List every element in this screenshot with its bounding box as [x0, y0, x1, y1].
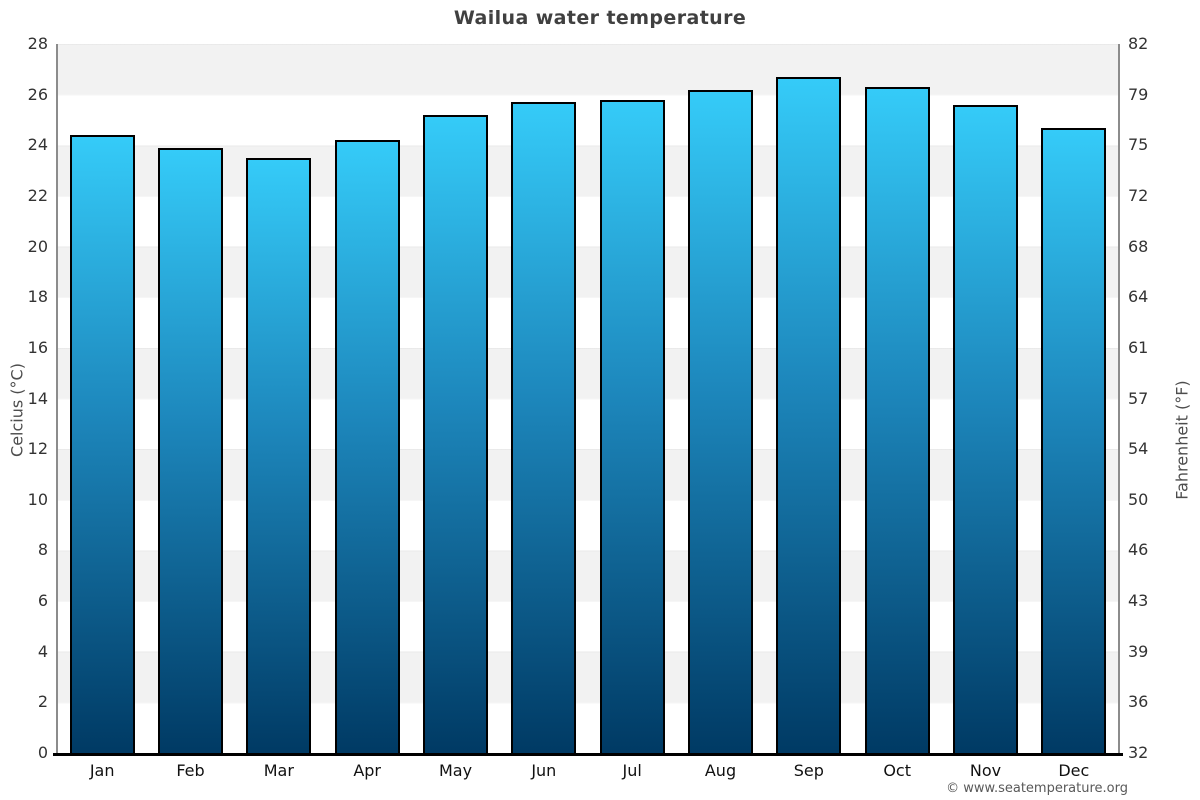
fahrenheit-tick-50: 50 — [1128, 489, 1149, 509]
month-label-jul: Jul — [622, 761, 642, 780]
month-label-mar: Mar — [263, 761, 294, 780]
month-label-apr: Apr — [353, 761, 381, 780]
plot-area — [53, 44, 1123, 756]
fahrenheit-tick-72: 72 — [1128, 185, 1149, 205]
fahrenheit-tick-61: 61 — [1128, 337, 1149, 357]
bar-nov[interactable] — [953, 104, 1018, 753]
celsius-tick-20: 20 — [27, 236, 48, 256]
bar-jun[interactable] — [511, 102, 577, 753]
month-label-sep: Sep — [793, 761, 824, 780]
bar-aug[interactable] — [688, 89, 753, 753]
copyright-notice: © www.seatemperature.org — [946, 781, 1128, 796]
bar-feb[interactable] — [158, 147, 223, 753]
month-axis-labels: Jan Feb Mar Apr May Jun Jul Aug Sep Oct Nov Dec — [58, 761, 1118, 785]
celsius-tick-8: 8 — [37, 540, 48, 560]
celsius-tick-18: 18 — [27, 287, 48, 307]
month-label-nov: Nov — [969, 761, 1002, 780]
bottom-axis-line — [53, 753, 1123, 756]
celsius-tick-6: 6 — [37, 591, 48, 611]
bar-dec[interactable] — [1041, 127, 1107, 753]
fahrenheit-tick-75: 75 — [1128, 135, 1149, 155]
fahrenheit-tick-46: 46 — [1128, 540, 1149, 560]
fahrenheit-tick-39: 39 — [1128, 641, 1149, 661]
fahrenheit-tick-64: 64 — [1128, 287, 1149, 307]
bar-may[interactable] — [423, 114, 488, 753]
fahrenheit-tick-57: 57 — [1128, 388, 1149, 408]
bar-apr[interactable] — [334, 140, 400, 753]
right-axis-spine — [1118, 44, 1120, 753]
month-label-feb: Feb — [176, 761, 205, 780]
celsius-tick-labels: 0 2 4 6 8 10 12 14 16 18 20 22 24 26 28 — [0, 36, 48, 761]
celsius-tick-16: 16 — [27, 337, 48, 357]
celsius-tick-14: 14 — [27, 388, 48, 408]
month-label-may: May — [438, 761, 473, 780]
fahrenheit-tick-36: 36 — [1128, 692, 1149, 712]
chart-title: Wailua water temperature — [453, 7, 747, 29]
fahrenheit-tick-68: 68 — [1128, 236, 1149, 256]
fahrenheit-tick-labels: 32 36 39 43 46 50 54 57 61 64 68 72 75 79 82 — [1128, 36, 1188, 761]
bar-mar[interactable] — [246, 157, 312, 753]
fahrenheit-tick-43: 43 — [1128, 591, 1149, 611]
celsius-tick-12: 12 — [27, 439, 48, 459]
bar-sep[interactable] — [776, 76, 842, 753]
month-label-jan: Jan — [89, 761, 115, 780]
celsius-tick-2: 2 — [37, 692, 48, 712]
month-label-jun: Jun — [531, 761, 557, 780]
fahrenheit-tick-82: 82 — [1128, 34, 1149, 53]
fahrenheit-tick-79: 79 — [1128, 84, 1149, 104]
celsius-tick-28: 28 — [27, 34, 48, 53]
celsius-tick-0: 0 — [37, 743, 48, 762]
celsius-tick-24: 24 — [27, 135, 48, 155]
fahrenheit-tick-54: 54 — [1128, 439, 1149, 459]
left-axis-spine — [56, 44, 58, 753]
celsius-tick-26: 26 — [27, 84, 48, 104]
celsius-tick-10: 10 — [27, 489, 48, 509]
month-label-aug: Aug — [704, 761, 737, 780]
month-label-oct: Oct — [883, 761, 911, 780]
month-label-dec: Dec — [1058, 761, 1090, 780]
celsius-tick-22: 22 — [27, 185, 48, 205]
bar-oct[interactable] — [864, 87, 930, 753]
bar-jan[interactable] — [69, 135, 135, 753]
celsius-tick-4: 4 — [37, 641, 48, 661]
bar-jul[interactable] — [599, 99, 665, 753]
fahrenheit-tick-32: 32 — [1128, 743, 1149, 762]
